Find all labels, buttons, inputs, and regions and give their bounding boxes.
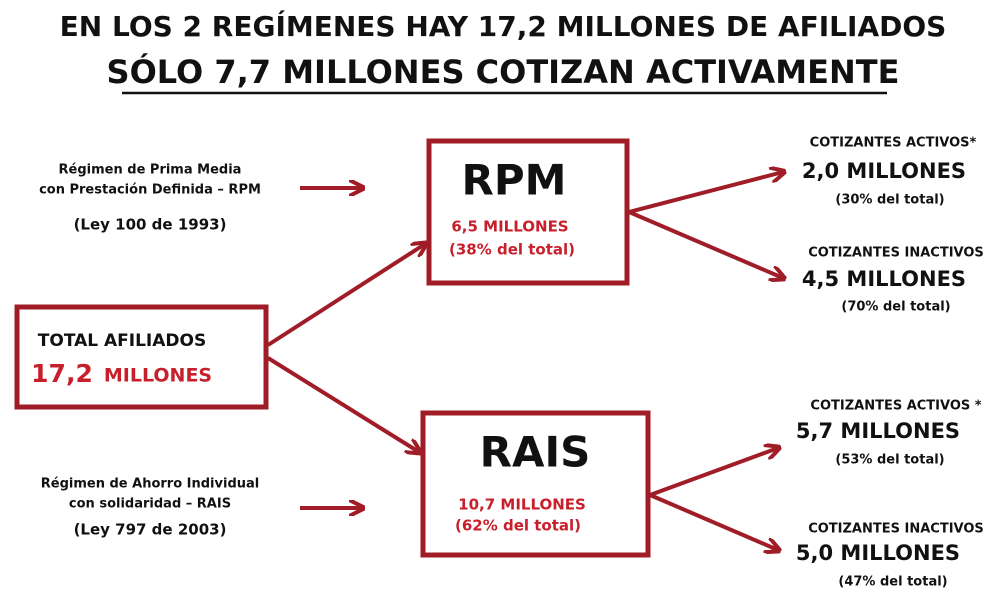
outcome-amount: 5,7 MILLONES [796,419,960,443]
regime-description: con Prestación Definida – RPM [39,183,261,198]
regime-amount: 10,7 MILLONES [458,496,586,514]
outcome-label: COTIZANTES INACTIVOS [808,522,984,537]
total-box [14,304,269,410]
outcome-amount: 2,0 MILLONES [802,159,966,183]
outcome-amount: 5,0 MILLONES [796,541,960,565]
outcome-share: (70% del total) [841,300,950,315]
outcome-share: (53% del total) [835,453,944,468]
arrow [628,172,783,214]
outcome-label: COTIZANTES ACTIVOS * [810,399,981,414]
arrow [266,356,419,452]
regime-amount: 6,5 MILLONES [451,218,568,236]
arrow [628,210,783,278]
total-number: 17,2 [31,359,93,388]
arrow [649,493,778,550]
regime-description: con solidaridad – RAIS [69,497,231,512]
rais-box [420,410,651,558]
arrow [266,244,425,347]
title-line1: EN LOS 2 REGÍMENES HAY 17,2 MILLONES DE … [60,9,947,43]
regime-description: Régimen de Prima Media [59,163,242,178]
outcome-label: COTIZANTES ACTIVOS* [810,136,977,151]
arrow [649,448,778,497]
regime-name: RAIS [480,428,591,477]
title-line2: SÓLO 7,7 MILLONES COTIZAN ACTIVAMENTE [107,52,900,91]
outcome-share: (30% del total) [835,193,944,208]
regime-description: Régimen de Ahorro Individual [41,477,259,492]
regime-law: (Ley 797 de 2003) [74,521,227,539]
outcome-share: (47% del total) [838,575,947,590]
outcome-amount: 4,5 MILLONES [802,267,966,291]
rpm-box [426,138,630,286]
total-unit: MILLONES [104,365,212,387]
regime-share: (62% del total) [455,517,581,535]
total-label: TOTAL AFILIADOS [38,331,206,351]
regime-name: RPM [462,156,567,205]
regime-law: (Ley 100 de 1993) [74,216,227,234]
regime-share: (38% del total) [449,241,575,259]
outcome-label: COTIZANTES INACTIVOS [808,246,984,261]
